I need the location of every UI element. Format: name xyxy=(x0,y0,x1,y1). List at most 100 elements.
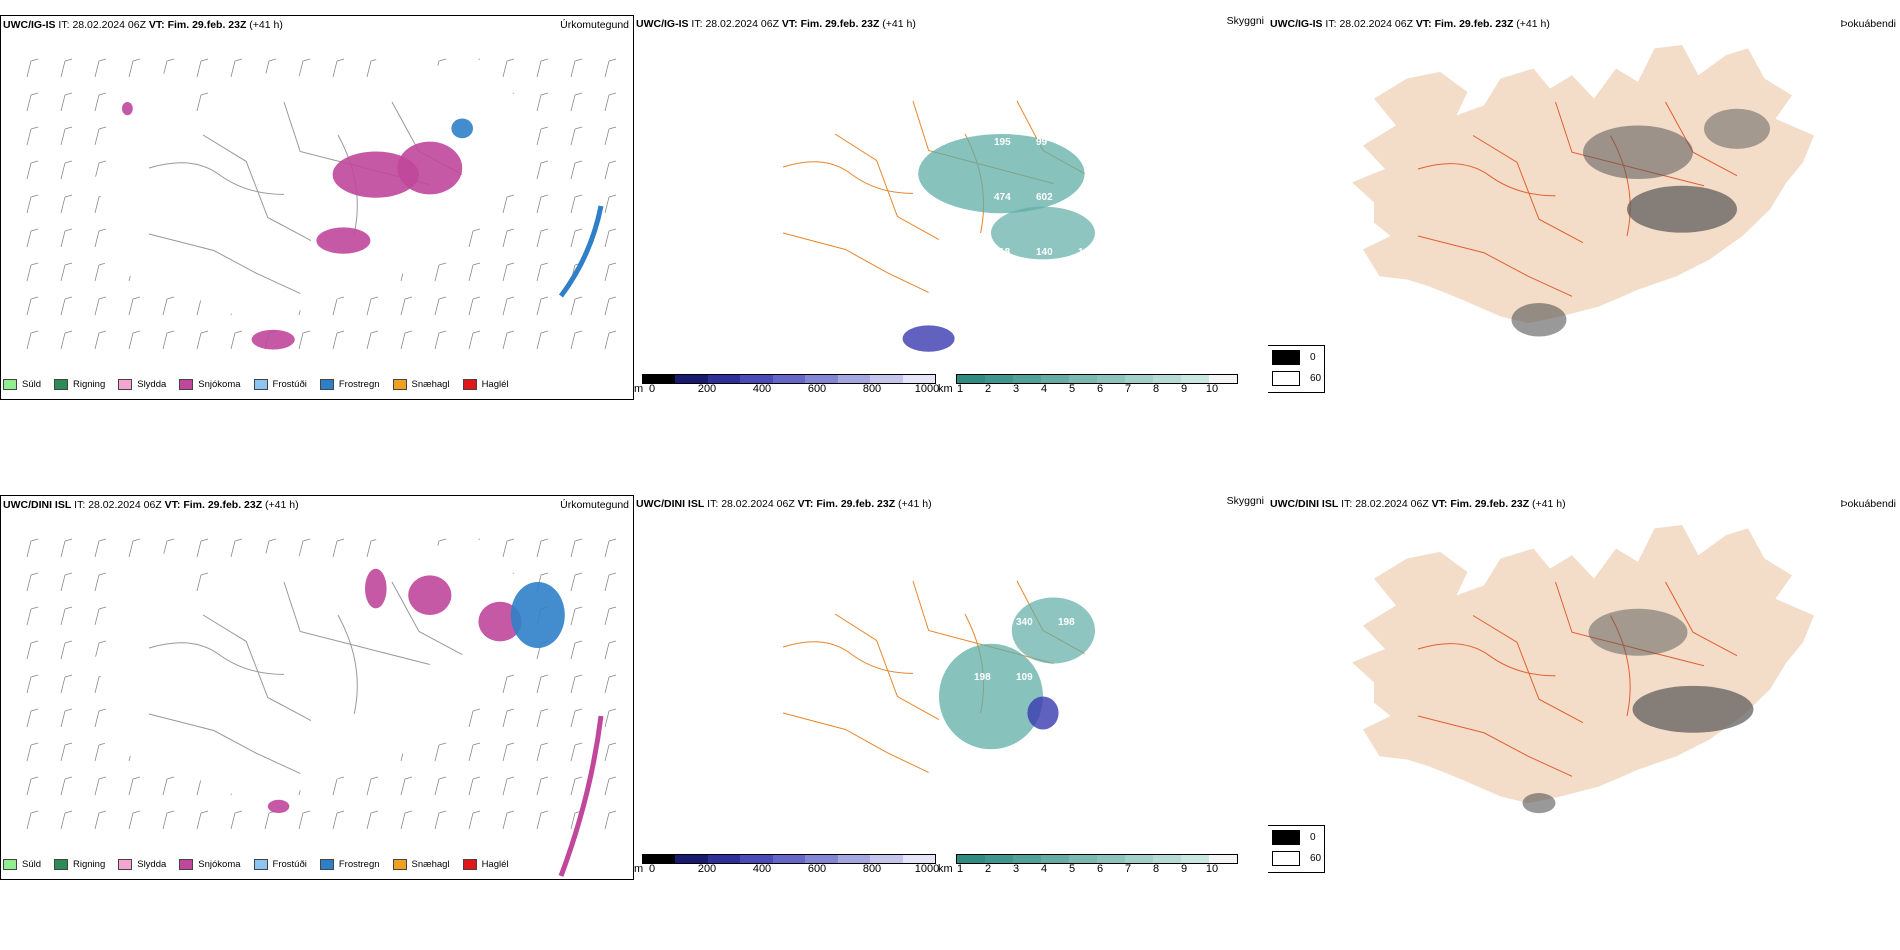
low-visibility-area xyxy=(1011,597,1095,664)
wind-barb xyxy=(468,264,474,282)
wind-barb xyxy=(60,642,66,660)
wind-barb xyxy=(60,574,66,592)
wind-barb xyxy=(230,332,236,350)
wind-barb xyxy=(94,196,100,214)
legend-label: Frostúði xyxy=(272,859,307,870)
wind-barb xyxy=(332,812,338,830)
ceiling-unit: m xyxy=(634,863,644,875)
wind-barb xyxy=(60,540,66,558)
valid-label: VT: xyxy=(781,18,798,30)
legend-swatch xyxy=(54,859,69,870)
legend-label: Rigning xyxy=(73,379,106,390)
ceiling-value: 109 xyxy=(1016,672,1033,683)
legend-label: Súld xyxy=(22,859,42,870)
wind-barb xyxy=(94,540,100,558)
wind-barb xyxy=(536,332,542,350)
wind-barb xyxy=(570,196,576,214)
precip-legend: Súld Rigning Slydda Snjókoma Frostúði Frostre… xyxy=(3,859,509,870)
wind-barb xyxy=(604,676,610,694)
panel-title: Skyggni xyxy=(1226,15,1264,27)
wind-barb xyxy=(570,540,576,558)
wind-barb xyxy=(468,710,474,728)
wind-barb xyxy=(502,540,508,558)
init-time: 28.02.2024 06Z xyxy=(88,499,162,511)
wind-barb xyxy=(604,332,610,350)
legend-item: Slydda xyxy=(118,379,166,390)
wind-barb xyxy=(570,128,576,146)
wind-barb xyxy=(26,608,32,626)
fog-area xyxy=(1704,108,1770,149)
init-label: IT: xyxy=(707,498,719,510)
wind-barb xyxy=(94,778,100,796)
run-info: UWC/DINI ISL IT: 28.02.2024 06Z VT: Fim.… xyxy=(636,498,932,510)
ceiling-value: 115 xyxy=(1058,672,1075,683)
wind-barb xyxy=(604,812,610,830)
wind-barb xyxy=(604,196,610,214)
legend-item: Rigning xyxy=(54,859,105,870)
wind-barb xyxy=(400,332,406,350)
low-ceiling-area xyxy=(902,325,955,352)
init-time: 28.02.2024 06Z xyxy=(72,19,146,31)
wind-barb xyxy=(570,642,576,660)
ceiling-value: 351 xyxy=(1078,137,1095,148)
wind-barb xyxy=(502,710,508,728)
panel-title: Úrkomutegund xyxy=(560,499,629,511)
visibility-tick: 3 xyxy=(1012,863,1020,875)
precip-legend: Súld Rigning Slydda Snjókoma Frostúði Frostre… xyxy=(3,379,509,390)
wind-barb xyxy=(502,264,508,282)
wind-barb xyxy=(128,812,134,830)
legend-swatch xyxy=(253,379,268,390)
ceiling-value: 286 xyxy=(1120,137,1137,148)
ceiling-value: 215 xyxy=(974,617,991,628)
visibility-tick: 8 xyxy=(1152,863,1160,875)
wind-barb xyxy=(536,94,542,112)
fog-legend-swatch xyxy=(1272,371,1300,386)
wind-barb xyxy=(400,298,406,316)
snow-area xyxy=(397,141,463,195)
wind-barb xyxy=(536,60,542,78)
precip-map xyxy=(1,16,634,400)
wind-barb xyxy=(570,676,576,694)
legend-label: Rigning xyxy=(73,859,106,870)
ceiling-tick: 200 xyxy=(697,383,717,395)
visibility-colorbar: km 1 2 3 4 5 6 7 8 9 10 xyxy=(938,854,1238,878)
wind-barb xyxy=(536,128,542,146)
fog-legend: 0 60 xyxy=(1268,825,1325,873)
wind-barb xyxy=(298,540,304,558)
wind-barb xyxy=(604,710,610,728)
wind-barb xyxy=(94,812,100,830)
wind-barb xyxy=(434,264,440,282)
wind-barb xyxy=(366,540,372,558)
wind-barb xyxy=(94,744,100,762)
legend-swatch xyxy=(253,859,268,870)
wind-barb xyxy=(196,94,202,112)
snow-area xyxy=(251,329,295,350)
init-time: 28.02.2024 06Z xyxy=(721,498,795,510)
ceiling-tick: 600 xyxy=(807,863,827,875)
wind-barb xyxy=(60,162,66,180)
panel-title: Úrkomutegund xyxy=(560,19,629,31)
legend-label: Frostúði xyxy=(272,379,307,390)
legend-swatch xyxy=(118,379,133,390)
wind-barb xyxy=(162,298,168,316)
wind-barb xyxy=(536,264,542,282)
legend-label: Súld xyxy=(22,379,42,390)
fog-legend-row: 0 xyxy=(1272,350,1316,365)
snow-area xyxy=(478,601,522,642)
legend-label: Haglél xyxy=(481,379,509,390)
run-info: UWC/IG-IS IT: 28.02.2024 06Z VT: Fim. 29… xyxy=(3,19,283,31)
legend-item: Haglél xyxy=(462,859,509,870)
wind-barb xyxy=(60,196,66,214)
wind-barb xyxy=(298,332,304,350)
init-label: IT: xyxy=(691,18,703,30)
fog-legend-row: 0 xyxy=(1272,830,1316,845)
wind-barb xyxy=(26,574,32,592)
wind-barb xyxy=(468,332,474,350)
wind-barb xyxy=(502,778,508,796)
wind-barb xyxy=(536,230,542,248)
wind-barb xyxy=(26,812,32,830)
ceiling-value: 140 xyxy=(1036,247,1053,258)
legend-item: Haglél xyxy=(462,379,509,390)
legend-swatch xyxy=(319,379,334,390)
